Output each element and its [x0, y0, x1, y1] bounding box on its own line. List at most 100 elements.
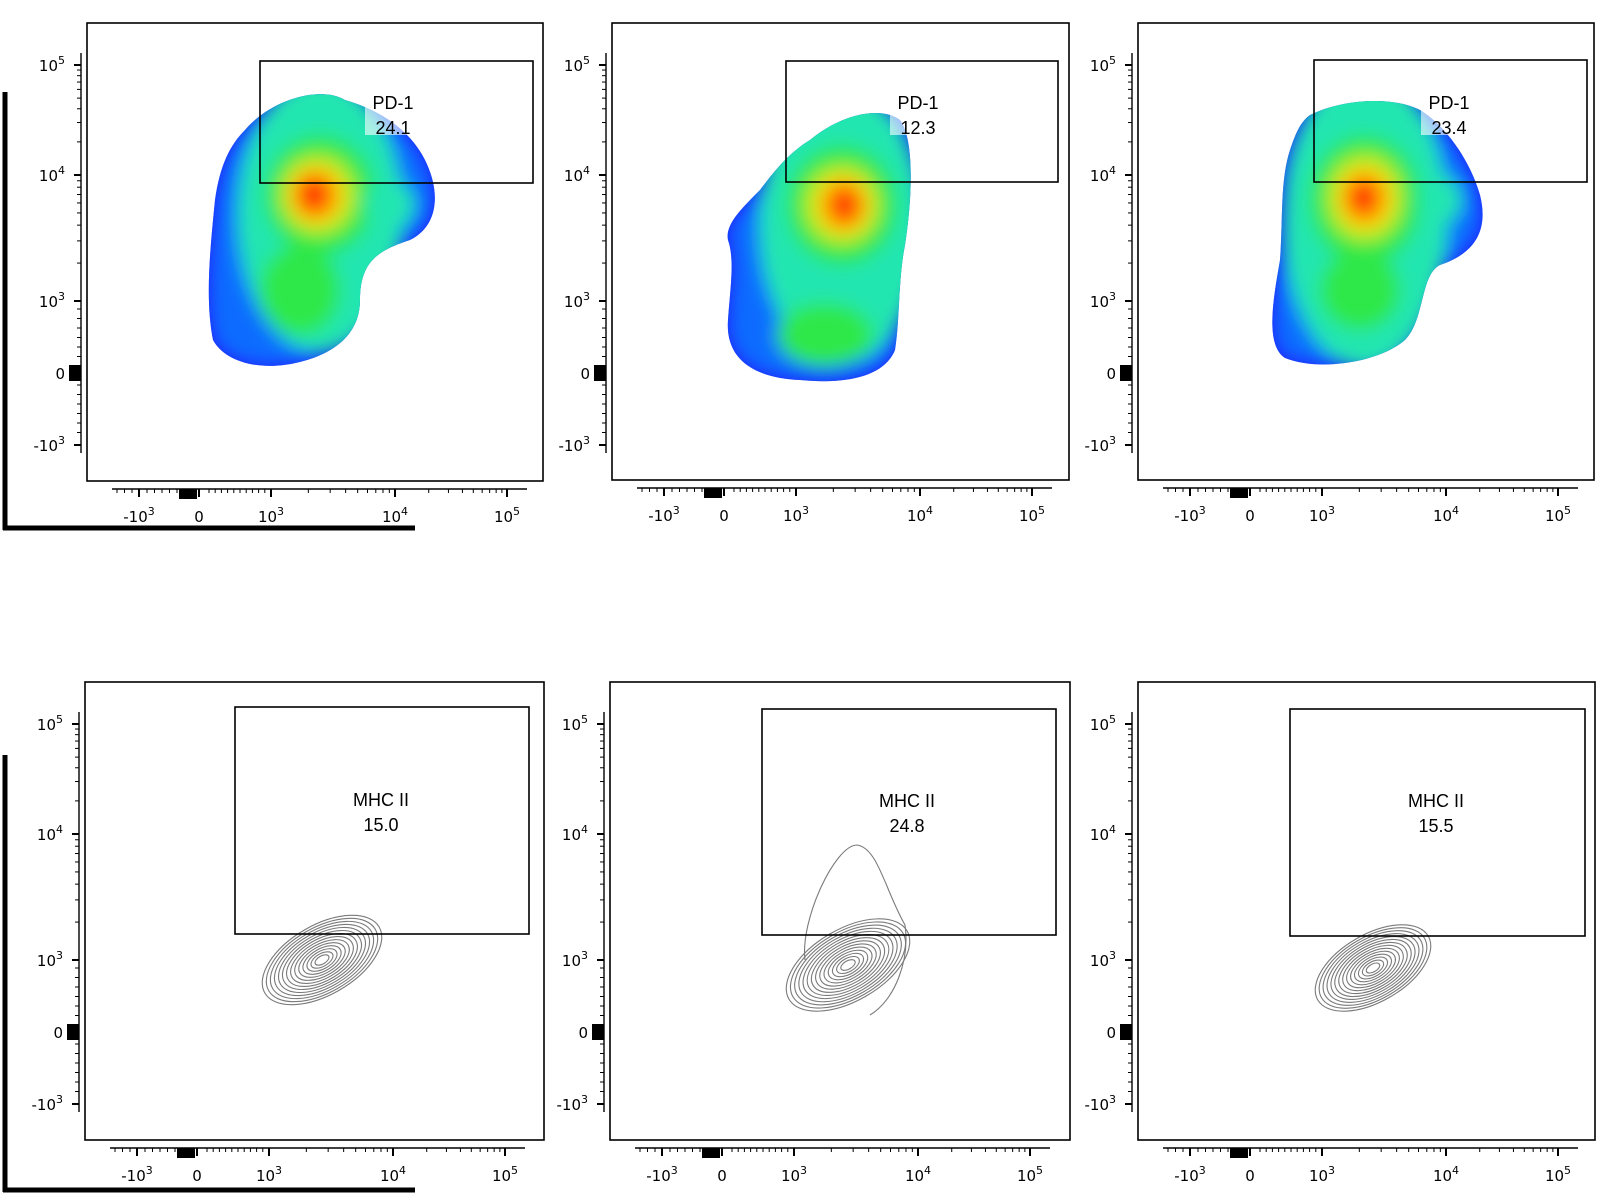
density-core — [727, 112, 911, 382]
gate-label-bg — [365, 81, 421, 135]
x-tick-label: 103 — [1309, 504, 1335, 525]
density-level — [260, 245, 340, 335]
y-tick-label: -103 — [559, 434, 591, 455]
contour-line — [1361, 959, 1385, 977]
y-tick-label: 0 — [1106, 365, 1116, 383]
contour-line — [1326, 933, 1420, 1003]
contour-line — [290, 936, 354, 984]
density-level — [1352, 184, 1374, 212]
x-tick-label: 104 — [380, 1164, 406, 1185]
y-zero-cluster — [594, 365, 606, 381]
y-tick-label: 0 — [578, 1024, 588, 1042]
contour-line — [1330, 935, 1416, 1001]
plot-frame — [609, 681, 1071, 1141]
y-tick-label: -103 — [557, 1093, 589, 1114]
x-zero-cluster — [179, 489, 197, 499]
x-axis: -103 0 103 104 105 — [110, 1147, 525, 1185]
y-tick-label: 103 — [564, 290, 590, 311]
plot-frame — [1137, 681, 1596, 1141]
x-zero-cluster — [177, 1148, 195, 1158]
contour-line — [819, 943, 877, 987]
gate-name: PD-1 — [372, 93, 413, 113]
x-tick-label: -103 — [646, 1164, 678, 1185]
contour-line — [810, 937, 886, 993]
plot-frame — [84, 681, 545, 1141]
x-tick-label: 104 — [907, 504, 933, 525]
y-axis: 105 104 103 0 -103 — [1085, 712, 1133, 1114]
y-axis: 105 104 103 0 -103 — [34, 53, 82, 455]
y-tick-label: 104 — [1090, 823, 1116, 844]
y-tick-label: -103 — [32, 1093, 64, 1114]
x-zero-cluster — [702, 1148, 720, 1158]
x-zero-cluster — [704, 488, 722, 498]
contour-line — [298, 942, 346, 978]
x-tick-label: 0 — [192, 1167, 202, 1185]
density-plot — [208, 94, 435, 366]
contour-line — [261, 914, 383, 1006]
gate: MHC II 15.0 — [234, 706, 530, 935]
y-tick-label: -103 — [1085, 434, 1117, 455]
y-tick-label: 103 — [562, 949, 588, 970]
y-tick-label: 105 — [37, 713, 63, 734]
contour-line — [823, 946, 873, 984]
gate: PD-1 12.3 — [785, 60, 1059, 183]
plot-frame — [611, 22, 1070, 481]
gate-rect — [234, 706, 530, 935]
y-axis: 105 104 103 0 -103 — [32, 712, 80, 1114]
panel-3: 105 104 103 0 -103 -103 0 103 104 105 PD-1 23.4 — [1085, 22, 1595, 525]
x-axis: -103 0 103 104 105 — [1163, 487, 1578, 525]
panel-4: 105 104 103 0 -103 -103 0 103 104 105 MHC II 15.0 — [32, 681, 545, 1185]
x-tick-label: 104 — [1433, 504, 1459, 525]
y-tick-label: 104 — [37, 823, 63, 844]
contour-line — [265, 917, 379, 1003]
gate-label-bg — [1421, 81, 1477, 135]
gate-value: 12.3 — [900, 118, 935, 138]
contour-line — [1350, 950, 1396, 986]
left-bracket-bottom — [2, 755, 415, 1193]
contour-line — [1365, 962, 1381, 974]
contour-line — [815, 940, 881, 990]
contour-line — [789, 921, 907, 1009]
contour-line — [836, 955, 860, 975]
y-tick-label: 103 — [39, 290, 65, 311]
y-zero-cluster — [69, 365, 81, 381]
y-tick-label: 103 — [1090, 949, 1116, 970]
contour-line — [802, 930, 894, 1000]
gate: PD-1 23.4 — [1313, 59, 1588, 183]
y-zero-cluster — [1120, 1024, 1132, 1040]
y-tick-label: 103 — [37, 949, 63, 970]
y-tick-label: 0 — [55, 365, 65, 383]
contour-line — [1346, 947, 1400, 989]
gate-value: 23.4 — [1431, 118, 1466, 138]
contour-line — [294, 939, 350, 981]
contour-line — [282, 929, 362, 991]
y-tick-label: 105 — [562, 713, 588, 734]
gate-name: MHC II — [1408, 791, 1464, 811]
y-tick-label: 105 — [39, 54, 65, 75]
contour-plot — [261, 914, 383, 1006]
contour-line — [827, 949, 869, 981]
plot-frame — [1137, 22, 1595, 481]
gate-name: PD-1 — [897, 93, 938, 113]
contour-plot — [785, 918, 911, 1012]
x-tick-label: 105 — [1019, 504, 1045, 525]
contour-line — [806, 933, 890, 997]
gate-name: MHC II — [353, 790, 409, 810]
gate-name: MHC II — [879, 791, 935, 811]
x-tick-label: 105 — [1017, 1164, 1043, 1185]
x-tick-label: 0 — [1245, 507, 1255, 525]
y-tick-label: -103 — [34, 434, 66, 455]
x-tick-label: 0 — [717, 1167, 727, 1185]
x-tick-label: 105 — [1545, 504, 1571, 525]
panel-2: 105 104 103 0 -103 -103 0 103 104 105 PD-1 12.3 — [559, 22, 1070, 525]
y-tick-label: 105 — [564, 54, 590, 75]
y-tick-label: 105 — [1090, 54, 1116, 75]
panel-1: 105 104 103 0 -103 -103 0 103 104 105 PD-1 24.1 — [34, 22, 544, 526]
contour-line — [803, 844, 907, 1016]
contour-line — [785, 918, 911, 1012]
y-tick-label: 104 — [39, 164, 65, 185]
density-core — [208, 94, 435, 366]
contour-line — [1342, 944, 1404, 992]
contour-line — [306, 948, 338, 972]
